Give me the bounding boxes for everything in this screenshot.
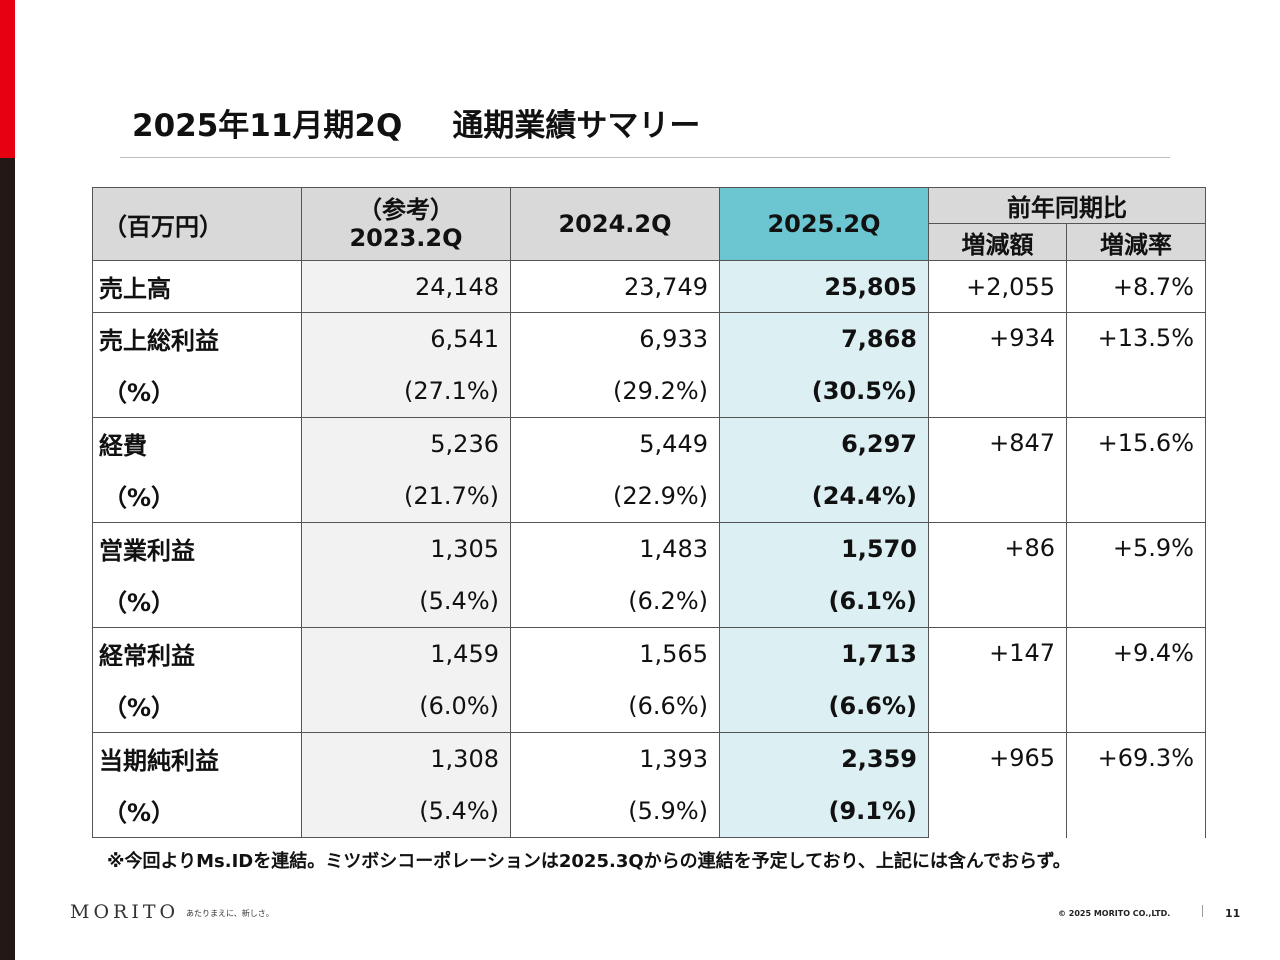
col-header-2025: 2025.2Q: [719, 187, 929, 261]
cell-2024-pct: (6.2%): [510, 574, 720, 628]
row-label: 営業利益: [92, 522, 302, 575]
title-divider: [120, 157, 1170, 158]
cell-2024: 23,749: [510, 260, 720, 313]
header-row-2: 増減額 増減率: [93, 223, 1206, 261]
col-header-diff: 増減額: [928, 223, 1067, 261]
cell-2023: 1,305: [301, 522, 511, 575]
cell-diff: +2,055: [928, 260, 1067, 313]
cell-2023: 5,236: [301, 417, 511, 470]
cell-diff: +934: [928, 312, 1067, 418]
table-row-sales: 売上高 24,148 23,749 25,805 +2,055 +8.7%: [92, 260, 1206, 313]
footer-divider: [1202, 905, 1203, 917]
col-header-2023-label: 2023.2Q: [349, 224, 463, 252]
table-row-net-income: 当期純利益 1,308 1,393 2,359 +965 +69.3%: [92, 732, 1206, 838]
table-row-expenses-pct: （%） (21.7%) (22.9%) (24.4%): [92, 469, 1206, 523]
table-row-ordinary-profit: 経常利益 1,459 1,565 1,713 +147 +9.4%: [92, 627, 1206, 733]
cell-diff: +965: [928, 732, 1067, 838]
performance-summary-table: （百万円） （参考） 2023.2Q 2024.2Q 2025.2Q 前年同期比…: [92, 187, 1206, 838]
col-header-2023: （参考） 2023.2Q: [301, 187, 511, 261]
unit-header: （百万円）: [92, 187, 302, 261]
cell-2024-pct: (5.9%): [510, 784, 720, 838]
col-header-ref: （参考）: [358, 196, 454, 224]
cell-2024: 1,565: [510, 627, 720, 680]
cell-2024: 1,483: [510, 522, 720, 575]
col-header-yoy: 前年同期比: [928, 187, 1206, 224]
copyright-text: © 2025 MORITO CO.,LTD.: [1058, 909, 1171, 918]
cell-2025-pct: (24.4%): [719, 469, 929, 523]
cell-2025: 2,359: [719, 732, 929, 785]
page-title: 2025年11月期2Q 通期業績サマリー: [132, 100, 700, 145]
table-row-operating-profit-pct: （%） (5.4%) (6.2%) (6.1%): [92, 574, 1206, 628]
side-dark-bar: [0, 158, 15, 960]
cell-2023-pct: (5.4%): [301, 784, 511, 838]
cell-rate: +69.3%: [1066, 732, 1206, 838]
cell-2023-pct: (5.4%): [301, 574, 511, 628]
header-row-1: （百万円） （参考） 2023.2Q 2024.2Q 2025.2Q 前年同期比: [92, 187, 1206, 261]
row-pct-label: （%）: [92, 574, 302, 628]
cell-diff: +147: [928, 627, 1067, 733]
cell-2023: 6,541: [301, 312, 511, 365]
cell-2024-pct: (29.2%): [510, 364, 720, 418]
cell-2025: 7,868: [719, 312, 929, 365]
company-tagline: あたりまえに、新しさ。: [186, 909, 274, 918]
cell-2025-pct: (30.5%): [719, 364, 929, 418]
cell-2025: 1,713: [719, 627, 929, 680]
cell-2023-pct: (21.7%): [301, 469, 511, 523]
cell-2023: 1,459: [301, 627, 511, 680]
table-row-gross-profit-pct: （%） (27.1%) (29.2%) (30.5%): [92, 364, 1206, 418]
table-row-operating-profit: 営業利益 1,305 1,483 1,570 +86 +5.9%: [92, 522, 1206, 628]
cell-2023-pct: (27.1%): [301, 364, 511, 418]
title-subtitle: 通期業績サマリー: [452, 108, 701, 144]
table-row-net-income-pct: （%） (5.4%) (5.9%) (9.1%): [92, 784, 1206, 838]
cell-diff: +847: [928, 417, 1067, 523]
table-row-gross-profit: 売上総利益 6,541 6,933 7,868 +934 +13.5%: [92, 312, 1206, 418]
page-number: 11: [1225, 907, 1241, 920]
cell-2025: 1,570: [719, 522, 929, 575]
row-label: 経常利益: [92, 627, 302, 680]
consolidation-note: ※今回よりMs.IDを連結。ミツボシコーポレーションは2025.3Qからの連結を…: [107, 851, 1071, 872]
row-label: 売上総利益: [92, 312, 302, 365]
row-pct-label: （%）: [92, 679, 302, 733]
cell-2024: 6,933: [510, 312, 720, 365]
cell-2024: 1,393: [510, 732, 720, 785]
row-label: 売上高: [92, 260, 302, 313]
col-header-2024: 2024.2Q: [510, 187, 720, 261]
cell-2025-pct: (6.1%): [719, 574, 929, 628]
cell-rate: +9.4%: [1066, 627, 1206, 733]
row-pct-label: （%）: [92, 364, 302, 418]
brand-accent-bar: [0, 0, 15, 158]
title-period: 2025年11月期2Q: [132, 108, 403, 144]
table-row-ordinary-profit-pct: （%） (6.0%) (6.6%) (6.6%): [92, 679, 1206, 733]
cell-2024-pct: (22.9%): [510, 469, 720, 523]
row-pct-label: （%）: [92, 469, 302, 523]
col-header-rate: 増減率: [1066, 223, 1206, 261]
cell-2025-pct: (9.1%): [719, 784, 929, 838]
row-label: 経費: [92, 417, 302, 470]
cell-diff: +86: [928, 522, 1067, 628]
cell-2024-pct: (6.6%): [510, 679, 720, 733]
cell-rate: +13.5%: [1066, 312, 1206, 418]
cell-2025-pct: (6.6%): [719, 679, 929, 733]
company-logo: MORITO: [70, 901, 180, 923]
row-label: 当期純利益: [92, 732, 302, 785]
cell-2023-pct: (6.0%): [301, 679, 511, 733]
cell-rate: +8.7%: [1066, 260, 1206, 313]
table-row-expenses: 経費 5,236 5,449 6,297 +847 +15.6%: [92, 417, 1206, 523]
cell-rate: +5.9%: [1066, 522, 1206, 628]
cell-2025: 6,297: [719, 417, 929, 470]
cell-2025: 25,805: [719, 260, 929, 313]
cell-rate: +15.6%: [1066, 417, 1206, 523]
cell-2023: 24,148: [301, 260, 511, 313]
cell-2024: 5,449: [510, 417, 720, 470]
cell-2023: 1,308: [301, 732, 511, 785]
row-pct-label: （%）: [92, 784, 302, 838]
